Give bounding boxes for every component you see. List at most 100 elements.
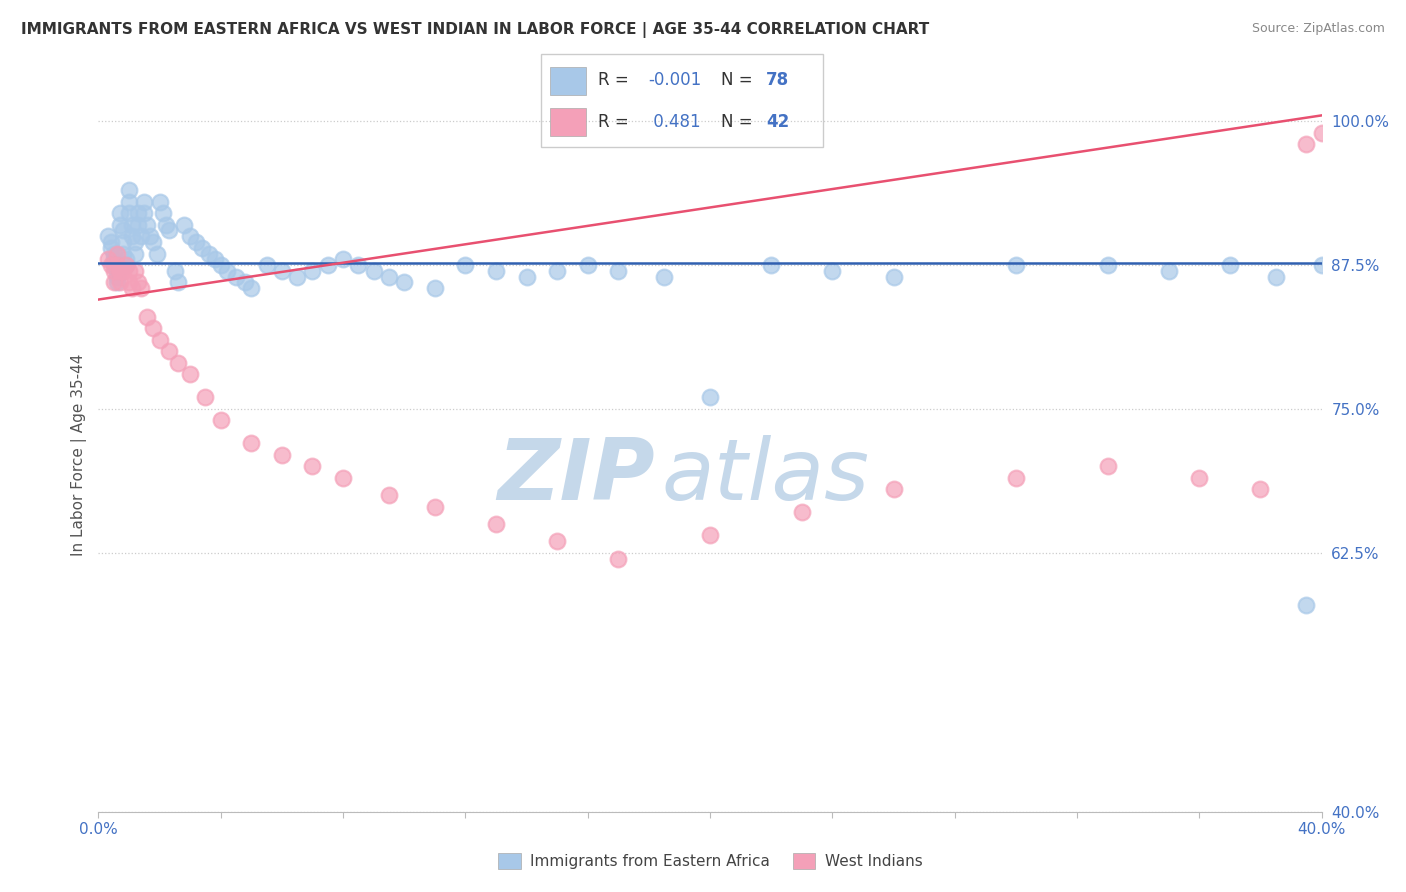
- Text: R =: R =: [598, 71, 634, 89]
- Point: [105, 246, 128, 260]
- Point: [111, 264, 134, 278]
- Point: [363, 264, 385, 278]
- Point: [204, 252, 226, 267]
- Point: [179, 229, 201, 244]
- Point: [152, 206, 174, 220]
- Point: [1004, 258, 1026, 272]
- Point: [1249, 483, 1271, 497]
- Point: [124, 246, 146, 260]
- Point: [546, 264, 568, 278]
- Point: [118, 183, 141, 197]
- Text: Source: ZipAtlas.com: Source: ZipAtlas.com: [1251, 22, 1385, 36]
- Point: [108, 275, 131, 289]
- Point: [546, 534, 568, 549]
- Text: N =: N =: [721, 71, 758, 89]
- Point: [127, 206, 149, 220]
- Point: [155, 218, 177, 232]
- Point: [759, 258, 782, 272]
- Text: IMMIGRANTS FROM EASTERN AFRICA VS WEST INDIAN IN LABOR FORCE | AGE 35-44 CORRELA: IMMIGRANTS FROM EASTERN AFRICA VS WEST I…: [21, 22, 929, 38]
- Point: [129, 281, 152, 295]
- Point: [100, 258, 122, 272]
- Point: [103, 246, 125, 260]
- Point: [100, 241, 122, 255]
- Point: [215, 264, 238, 278]
- Point: [111, 235, 134, 249]
- Point: [108, 218, 131, 232]
- Point: [1097, 459, 1119, 474]
- Point: [423, 500, 446, 514]
- Point: [225, 269, 247, 284]
- Point: [105, 258, 128, 272]
- Point: [194, 390, 217, 404]
- Point: [167, 356, 190, 370]
- Point: [1004, 471, 1026, 485]
- Point: [149, 333, 172, 347]
- Bar: [550, 67, 586, 95]
- Text: -0.001: -0.001: [648, 71, 702, 89]
- Point: [378, 488, 401, 502]
- Point: [301, 264, 323, 278]
- Point: [652, 269, 675, 284]
- Point: [149, 194, 172, 209]
- Point: [118, 264, 141, 278]
- Point: [186, 235, 208, 249]
- Point: [191, 241, 214, 255]
- Legend: Immigrants from Eastern Africa, West Indians: Immigrants from Eastern Africa, West Ind…: [492, 847, 928, 875]
- Text: 42: 42: [766, 113, 790, 131]
- Point: [111, 223, 134, 237]
- Point: [485, 264, 508, 278]
- Point: [332, 252, 354, 267]
- Point: [240, 436, 263, 450]
- Point: [270, 448, 292, 462]
- Point: [209, 258, 232, 272]
- Point: [157, 223, 180, 237]
- Text: ZIP: ZIP: [498, 434, 655, 518]
- Point: [1188, 471, 1211, 485]
- Point: [118, 206, 141, 220]
- Point: [454, 258, 477, 272]
- Text: atlas: atlas: [661, 434, 869, 518]
- Point: [111, 246, 134, 260]
- Point: [121, 229, 143, 244]
- Point: [124, 235, 146, 249]
- Point: [142, 235, 165, 249]
- Text: 78: 78: [766, 71, 789, 89]
- Point: [100, 235, 122, 249]
- Point: [607, 264, 630, 278]
- Point: [136, 310, 159, 324]
- Point: [883, 483, 905, 497]
- Point: [316, 258, 339, 272]
- Point: [285, 269, 308, 284]
- Point: [127, 218, 149, 232]
- Text: R =: R =: [598, 113, 634, 131]
- Point: [124, 264, 146, 278]
- Point: [103, 275, 125, 289]
- Point: [516, 269, 538, 284]
- Point: [423, 281, 446, 295]
- Point: [1219, 258, 1241, 272]
- Point: [699, 390, 721, 404]
- Point: [197, 246, 219, 260]
- Point: [108, 206, 131, 220]
- Point: [240, 281, 263, 295]
- Point: [821, 264, 844, 278]
- Point: [142, 321, 165, 335]
- Point: [108, 264, 131, 278]
- Point: [103, 258, 125, 272]
- Point: [332, 471, 354, 485]
- Point: [179, 368, 201, 382]
- Point: [103, 264, 125, 278]
- Point: [121, 218, 143, 232]
- Point: [129, 229, 152, 244]
- Point: [118, 275, 141, 289]
- Point: [145, 246, 167, 260]
- Point: [378, 269, 401, 284]
- Point: [115, 258, 138, 272]
- Point: [157, 344, 180, 359]
- Point: [1310, 126, 1333, 140]
- Point: [1295, 598, 1317, 612]
- Point: [607, 551, 630, 566]
- Point: [105, 269, 128, 284]
- Point: [883, 269, 905, 284]
- Point: [1097, 258, 1119, 272]
